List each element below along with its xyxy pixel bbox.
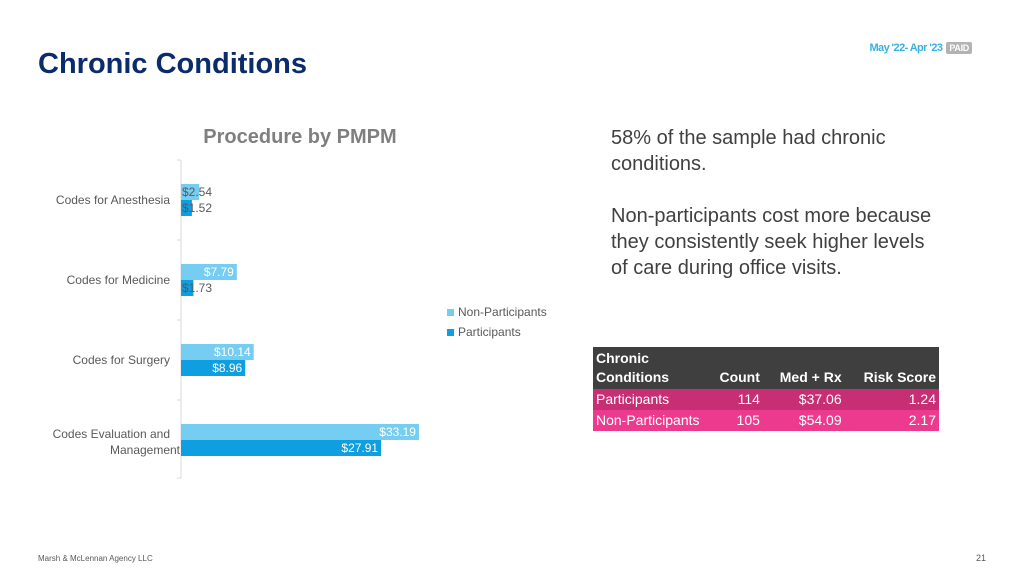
date-range-text: May '22- Apr '23 bbox=[869, 42, 943, 54]
category-label: Codes Evaluation and Management bbox=[53, 427, 181, 457]
slide-title: Chronic Conditions bbox=[38, 48, 308, 80]
bar-non-participants bbox=[181, 344, 254, 360]
category-label: Codes for Surgery bbox=[73, 353, 170, 367]
chart-title: Procedure by PMPM bbox=[203, 126, 396, 148]
page-number: 21 bbox=[975, 553, 986, 563]
header-count: Count bbox=[707, 347, 763, 389]
data-label: $8.96 bbox=[212, 361, 242, 375]
row-risk-score: 1.24 bbox=[844, 389, 939, 410]
date-range: May '22- Apr '23 PAID bbox=[869, 42, 972, 54]
bar-participants bbox=[181, 360, 246, 376]
category-label: Codes for Medicine bbox=[67, 273, 171, 287]
summary-text: 58% of the sample had chronic conditions… bbox=[611, 125, 941, 307]
table-row: Non-Participants 105 $54.09 2.17 bbox=[593, 410, 939, 431]
row-risk-score: 2.17 bbox=[844, 410, 939, 431]
legend-swatch-non-participants bbox=[447, 308, 454, 316]
cost-explanation-text: Non-participants cost more because they … bbox=[611, 205, 932, 279]
legend-label-non-participants: Non-Participants bbox=[458, 305, 547, 319]
bar-non-participants bbox=[181, 424, 419, 440]
bar-participants bbox=[181, 440, 382, 456]
legend-swatch-participants bbox=[447, 328, 454, 336]
row-label: Participants bbox=[593, 389, 707, 410]
data-label: $1.73 bbox=[182, 281, 212, 295]
data-label: $1.52 bbox=[182, 201, 212, 215]
data-label: $10.14 bbox=[214, 345, 251, 359]
header-risk-score: Risk Score bbox=[844, 347, 939, 389]
chronic-share-text: 58% of the sample had chronic conditions… bbox=[611, 127, 886, 175]
chronic-conditions-table: Chronic Conditions Count Med + Rx Risk S… bbox=[593, 347, 939, 431]
chart-legend: Non-Participants Participants bbox=[447, 302, 547, 342]
bar-non-participants bbox=[181, 184, 200, 200]
header-chronic-conditions: Chronic Conditions bbox=[593, 347, 707, 389]
footer-company: Marsh & McLennan Agency LLC bbox=[38, 554, 153, 563]
row-med-rx: $54.09 bbox=[762, 410, 845, 431]
procedure-pmpm-chart: Procedure by PMPM Codes for Anesthesia $2… bbox=[53, 126, 419, 479]
legend-item-non-participants: Non-Participants bbox=[447, 302, 547, 322]
legend-item-participants: Participants bbox=[447, 322, 547, 342]
row-label: Non-Participants bbox=[593, 410, 707, 431]
data-label: $33.19 bbox=[379, 425, 416, 439]
row-med-rx: $37.06 bbox=[762, 389, 845, 410]
header-med-rx: Med + Rx bbox=[762, 347, 845, 389]
data-label: $7.79 bbox=[204, 265, 234, 279]
row-count: 114 bbox=[707, 389, 763, 410]
table-row: Participants 114 $37.06 1.24 bbox=[593, 389, 939, 410]
bar-participants bbox=[181, 280, 194, 296]
table-header-row: Chronic Conditions Count Med + Rx Risk S… bbox=[593, 347, 939, 389]
paid-badge: PAID bbox=[946, 42, 972, 54]
bar-non-participants bbox=[181, 264, 237, 280]
category-label: Codes for Anesthesia bbox=[56, 193, 170, 207]
data-label: $2.54 bbox=[182, 185, 212, 199]
bar-participants bbox=[181, 200, 192, 216]
row-count: 105 bbox=[707, 410, 763, 431]
legend-label-participants: Participants bbox=[458, 325, 521, 339]
data-label: $27.91 bbox=[341, 441, 378, 455]
